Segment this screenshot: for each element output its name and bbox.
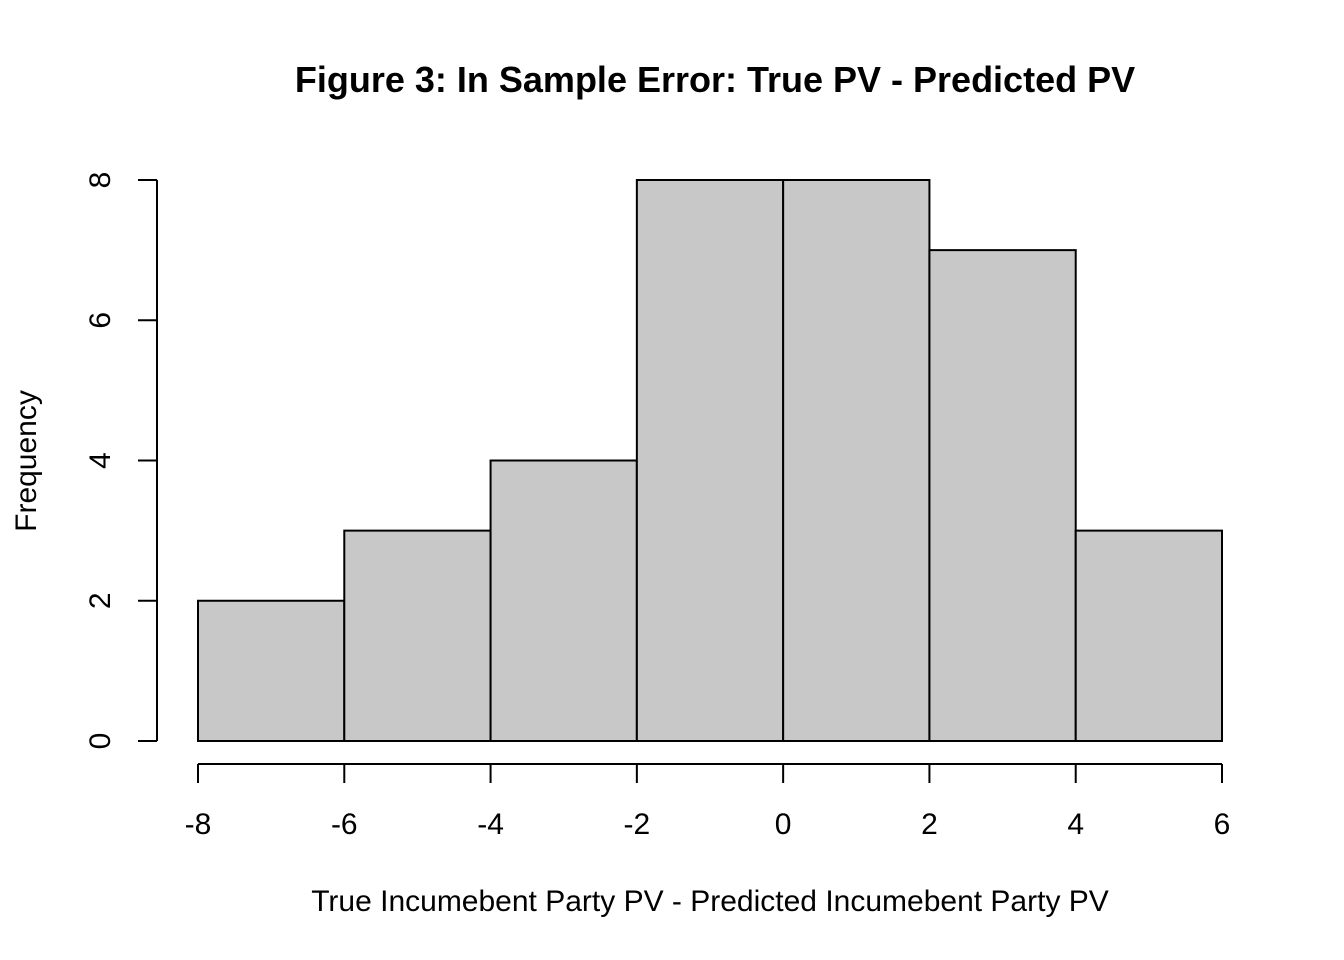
chart-title: Figure 3: In Sample Error: True PV - Pre… xyxy=(295,59,1135,100)
histogram-bar xyxy=(489,459,638,742)
histogram-bar xyxy=(782,179,931,742)
histogram-bar xyxy=(343,529,492,742)
y-tick-label: 2 xyxy=(84,592,117,609)
x-tick-label: -6 xyxy=(331,808,358,841)
y-tick-label: 0 xyxy=(84,733,117,750)
x-tick-label: -4 xyxy=(477,808,504,841)
y-tick-label: 6 xyxy=(84,312,117,329)
x-tick-label: 4 xyxy=(1067,808,1084,841)
histogram-bar xyxy=(1074,529,1223,742)
x-tick-label: 6 xyxy=(1214,808,1231,841)
histogram-bar xyxy=(197,599,346,742)
x-tick-label: -8 xyxy=(185,808,212,841)
y-axis-label: Frequency xyxy=(10,390,43,532)
y-tick-label: 4 xyxy=(84,452,117,469)
x-tick-label: 0 xyxy=(775,808,792,841)
y-axis: 0 2 4 6 8 xyxy=(84,172,158,750)
x-axis: -8 -6 -4 -2 0 2 4 6 xyxy=(185,763,1231,841)
x-tick-label: 2 xyxy=(921,808,938,841)
histogram-bar xyxy=(635,179,785,742)
x-tick-label: -2 xyxy=(624,808,651,841)
y-tick-label: 8 xyxy=(84,172,117,189)
x-axis-label: True Incumebent Party PV - Predicted Inc… xyxy=(311,885,1109,918)
histogram-bar xyxy=(928,249,1077,742)
bars-group xyxy=(197,179,1223,742)
